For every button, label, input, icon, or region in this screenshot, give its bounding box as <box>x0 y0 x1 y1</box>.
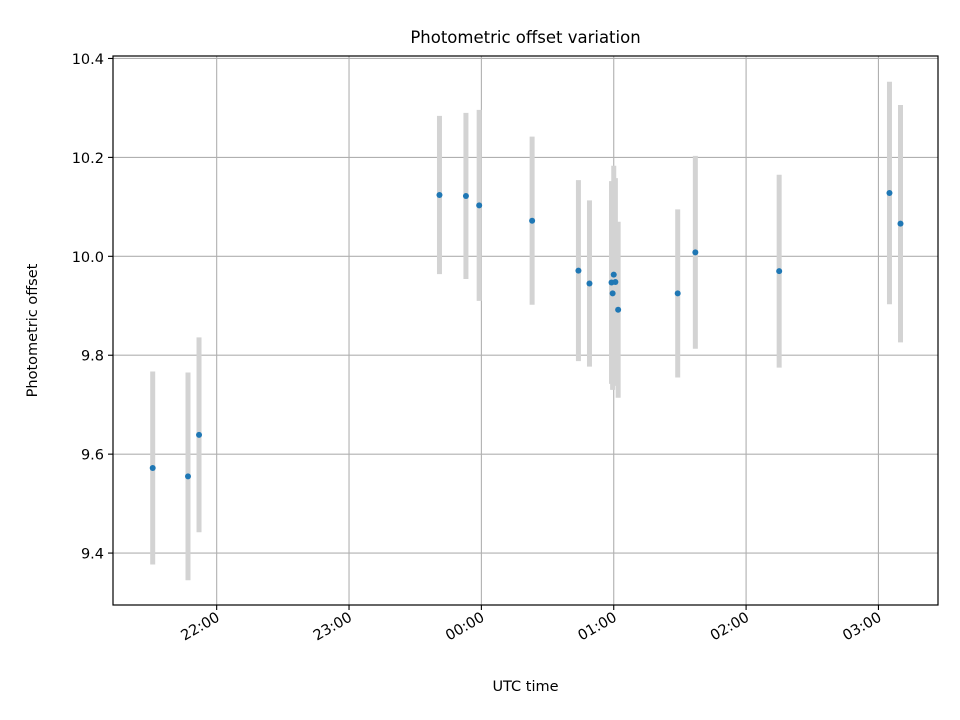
errorbar-layer <box>150 81 903 581</box>
data-point <box>897 220 904 227</box>
y-axis-label: Photometric offset <box>25 263 41 397</box>
y-tick-label: 9.4 <box>81 547 104 563</box>
data-point <box>149 464 156 471</box>
data-point <box>575 267 582 274</box>
point-layer <box>149 190 904 480</box>
y-tick-label: 10.0 <box>72 250 104 266</box>
grid-layer <box>113 56 938 605</box>
data-point <box>586 280 593 287</box>
y-tick-label: 10.4 <box>72 52 104 68</box>
chart-title: Photometric offset variation <box>410 28 640 47</box>
data-point <box>776 268 783 275</box>
y-tick-label: 9.8 <box>81 349 104 365</box>
y-tick-label: 10.2 <box>72 151 104 167</box>
y-tick-label: 9.6 <box>81 448 104 464</box>
x-tick-label: 00:00 <box>443 610 487 645</box>
x-tick-label: 01:00 <box>576 610 620 645</box>
plot-frame <box>112 55 939 606</box>
data-point <box>529 217 536 224</box>
data-point <box>674 290 681 297</box>
x-tick-label: 22:00 <box>178 610 222 645</box>
x-tick-label: 03:00 <box>840 610 884 645</box>
data-point <box>476 202 483 209</box>
data-point <box>610 271 617 278</box>
data-point <box>615 306 622 313</box>
data-point <box>886 190 893 197</box>
data-point <box>185 473 191 480</box>
data-point <box>692 249 699 256</box>
data-point <box>462 192 469 199</box>
x-tick-label: 02:00 <box>708 610 752 645</box>
x-tick-label: 23:00 <box>311 610 355 645</box>
data-point <box>609 290 616 297</box>
data-point <box>436 191 443 198</box>
data-point <box>612 279 619 286</box>
data-point <box>196 431 203 438</box>
x-axis-label: UTC time <box>492 679 558 695</box>
